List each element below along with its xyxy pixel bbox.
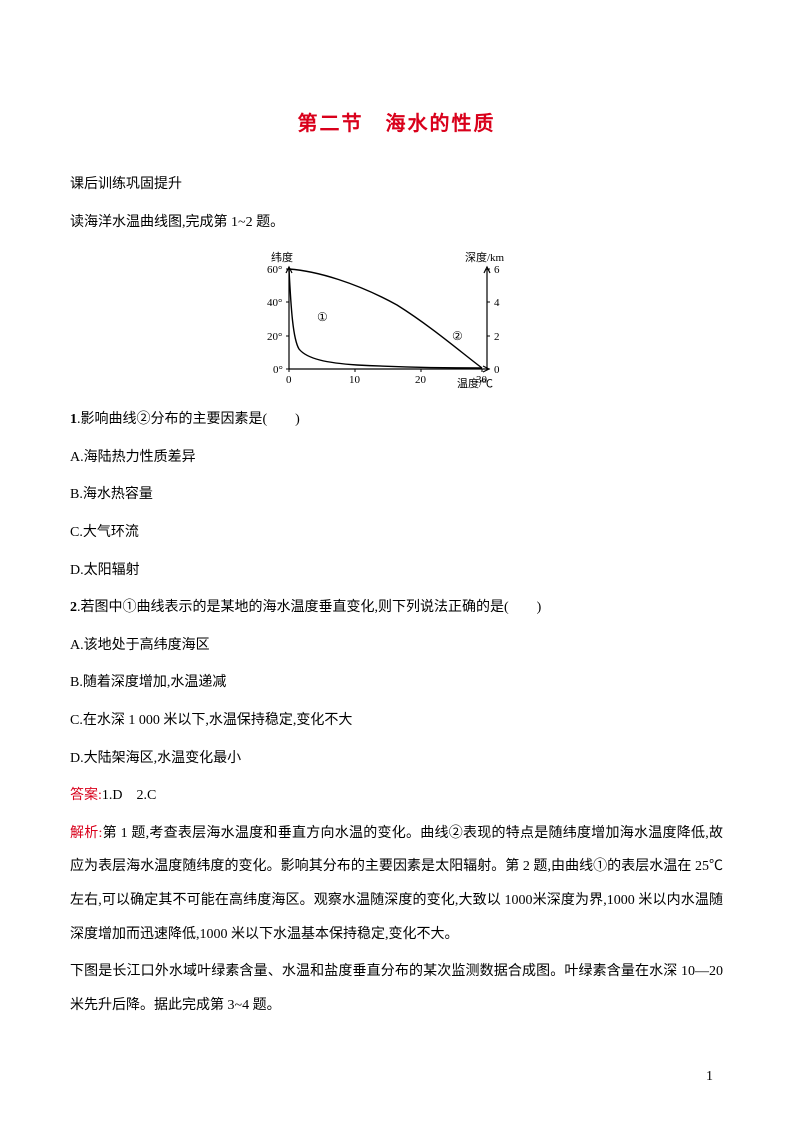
right-axis-label: 深度/km: [465, 250, 505, 264]
left-tick-40: 40°: [267, 297, 282, 309]
analysis-label: 解析:: [70, 826, 102, 841]
q2-opt-d: D.大陆架海区,水温变化最小: [70, 742, 723, 776]
chart-container: 60° 40° 20° 0° 6 4 2 0 0 10 20 30 纬度 深度/…: [70, 249, 723, 389]
ocean-temp-chart: 60° 40° 20° 0° 6 4 2 0 0 10 20 30 纬度 深度/…: [257, 249, 537, 389]
analysis-block: 解析:第 1 题,考查表层海水温度和垂直方向水温的变化。曲线②表现的特点是随纬度…: [70, 817, 723, 951]
q2-opt-b: B.随着深度增加,水温递减: [70, 666, 723, 700]
q1-opt-b: B.海水热容量: [70, 478, 723, 512]
answer-text: 1.D 2.C: [102, 788, 156, 803]
right-tick-0: 0: [494, 364, 500, 376]
q2-stem: 2.若图中①曲线表示的是某地的海水温度垂直变化,则下列说法正确的是( ): [70, 591, 723, 625]
answer-line: 答案:1.D 2.C: [70, 779, 723, 813]
left-tick-60: 60°: [267, 264, 282, 276]
curve2-label: ②: [452, 329, 463, 343]
right-tick-6: 6: [494, 264, 500, 276]
right-tick-4: 4: [494, 297, 500, 309]
q1-opt-a: A.海陆热力性质差异: [70, 441, 723, 475]
q1-opt-d: D.太阳辐射: [70, 554, 723, 588]
subtitle: 课后训练巩固提升: [70, 168, 723, 202]
left-tick-20: 20°: [267, 331, 282, 343]
q1-num: 1: [70, 412, 77, 427]
left-tick-0: 0°: [273, 364, 283, 376]
q1-text: .影响曲线②分布的主要因素是( ): [77, 412, 300, 427]
left-axis-label: 纬度: [271, 250, 293, 264]
section-title: 第二节 海水的性质: [70, 100, 723, 148]
x-axis-label: 温度/℃: [457, 376, 493, 389]
q2-opt-c: C.在水深 1 000 米以下,水温保持稳定,变化不大: [70, 704, 723, 738]
right-tick-2: 2: [494, 331, 500, 343]
next-intro: 下图是长江口外水域叶绿素含量、水温和盐度垂直分布的某次监测数据合成图。叶绿素含量…: [70, 955, 723, 1022]
analysis-text: 第 1 题,考查表层海水温度和垂直方向水温的变化。曲线②表现的特点是随纬度增加海…: [70, 826, 723, 942]
x-tick-0: 0: [286, 374, 292, 386]
x-tick-20: 20: [415, 374, 427, 386]
intro-text: 读海洋水温曲线图,完成第 1~2 题。: [70, 206, 723, 240]
q2-opt-a: A.该地处于高纬度海区: [70, 629, 723, 663]
q2-text: .若图中①曲线表示的是某地的海水温度垂直变化,则下列说法正确的是( ): [77, 600, 541, 615]
x-tick-10: 10: [349, 374, 361, 386]
q1-opt-c: C.大气环流: [70, 516, 723, 550]
q2-num: 2: [70, 600, 77, 615]
page-number: 1: [706, 1060, 713, 1094]
curve1-label: ①: [317, 310, 328, 324]
answer-label: 答案:: [70, 788, 102, 803]
q1-stem: 1.影响曲线②分布的主要因素是( ): [70, 403, 723, 437]
